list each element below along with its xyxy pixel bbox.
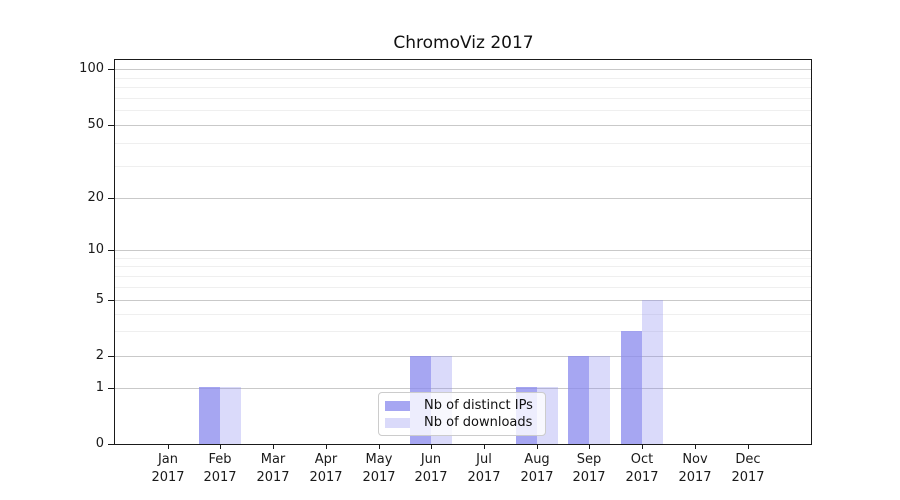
gridline-minor [115,266,811,267]
y-tick-5 [108,300,114,301]
x-tick-label-mar: Mar 2017 [256,452,290,485]
x-tick-jul [484,445,485,449]
gridline-major [115,198,811,199]
y-tick-20 [108,198,114,199]
x-tick-label-sep: Sep 2017 [572,452,606,485]
y-tick-label-2: 2 [95,348,104,363]
legend-swatch-distinct-ips [385,400,410,411]
legend-label-distinct-ips: Nb of distinct IPs [424,398,533,413]
x-tick-label-feb: Feb 2017 [203,452,237,485]
x-tick-label-dec: Dec 2017 [731,452,765,485]
plot-area: Nb of distinct IPs Nb of downloads [114,59,812,445]
x-tick-nov [695,445,696,449]
x-tick-oct [642,445,643,449]
y-tick-0 [108,444,114,445]
y-tick-label-0: 0 [95,436,104,451]
y-tick-50 [108,125,114,126]
x-tick-label-aug: Aug 2017 [520,452,554,485]
legend-swatch-downloads [385,417,410,428]
x-tick-apr [326,445,327,449]
bar-distinct-ips-sep [568,356,589,444]
x-tick-jun [431,445,432,449]
y-tick-label-10: 10 [87,242,104,257]
legend: Nb of distinct IPs Nb of downloads [378,392,546,436]
x-tick-label-jul: Jul 2017 [467,452,501,485]
gridline-major [115,356,811,357]
gridline-major [115,125,811,126]
y-tick-label-50: 50 [87,117,104,132]
gridline-minor [115,78,811,79]
chart-title: ChromoViz 2017 [393,33,534,53]
x-tick-may [379,445,380,449]
y-tick-label-5: 5 [95,292,104,307]
gridline-minor [115,258,811,259]
gridline-minor [115,314,811,315]
x-tick-label-oct: Oct 2017 [625,452,659,485]
gridline-minor [115,143,811,144]
legend-item-distinct-ips: Nb of distinct IPs [385,397,537,414]
x-tick-label-nov: Nov 2017 [678,452,712,485]
gridline-minor [115,276,811,277]
y-tick-label-20: 20 [87,190,104,205]
y-tick-label-100: 100 [79,61,104,76]
x-tick-label-jan: Jan 2017 [151,452,185,485]
x-tick-dec [748,445,749,449]
legend-item-downloads: Nb of downloads [385,414,537,431]
gridline-minor [115,166,811,167]
legend-label-downloads: Nb of downloads [424,415,533,430]
bar-downloads-sep [589,356,610,444]
x-tick-label-apr: Apr 2017 [309,452,343,485]
gridline-minor [115,110,811,111]
gridline-minor [115,331,811,332]
gridline-major [115,69,811,70]
bar-downloads-oct [642,300,663,444]
bar-distinct-ips-feb [199,387,220,444]
gridline-minor [115,287,811,288]
x-tick-label-jun: Jun 2017 [414,452,448,485]
y-tick-2 [108,356,114,357]
y-tick-100 [108,69,114,70]
x-tick-feb [220,445,221,449]
x-tick-jan [168,445,169,449]
gridline-major [115,250,811,251]
bar-downloads-feb [220,387,241,444]
gridline-major [115,388,811,389]
y-tick-1 [108,388,114,389]
gridline-major [115,300,811,301]
y-tick-10 [108,250,114,251]
x-tick-aug [537,445,538,449]
y-tick-label-1: 1 [95,380,104,395]
bar-distinct-ips-oct [621,331,642,444]
x-tick-sep [589,445,590,449]
x-tick-label-may: May 2017 [362,452,396,485]
gridline-minor [115,98,811,99]
x-tick-mar [273,445,274,449]
gridline-minor [115,87,811,88]
